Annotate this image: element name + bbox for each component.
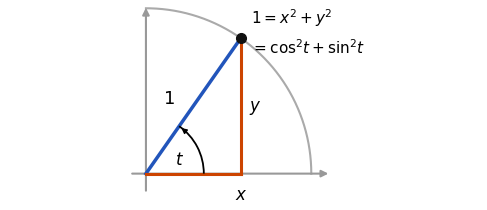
Text: t: t [176, 151, 182, 169]
Text: $= \cos^2\!t + \sin^2\!t$: $= \cos^2\!t + \sin^2\!t$ [251, 39, 365, 58]
Text: x: x [236, 186, 246, 204]
Text: 1: 1 [164, 90, 175, 108]
Text: y: y [250, 97, 260, 115]
Text: $1 = x^2 + y^2$: $1 = x^2 + y^2$ [251, 8, 332, 29]
